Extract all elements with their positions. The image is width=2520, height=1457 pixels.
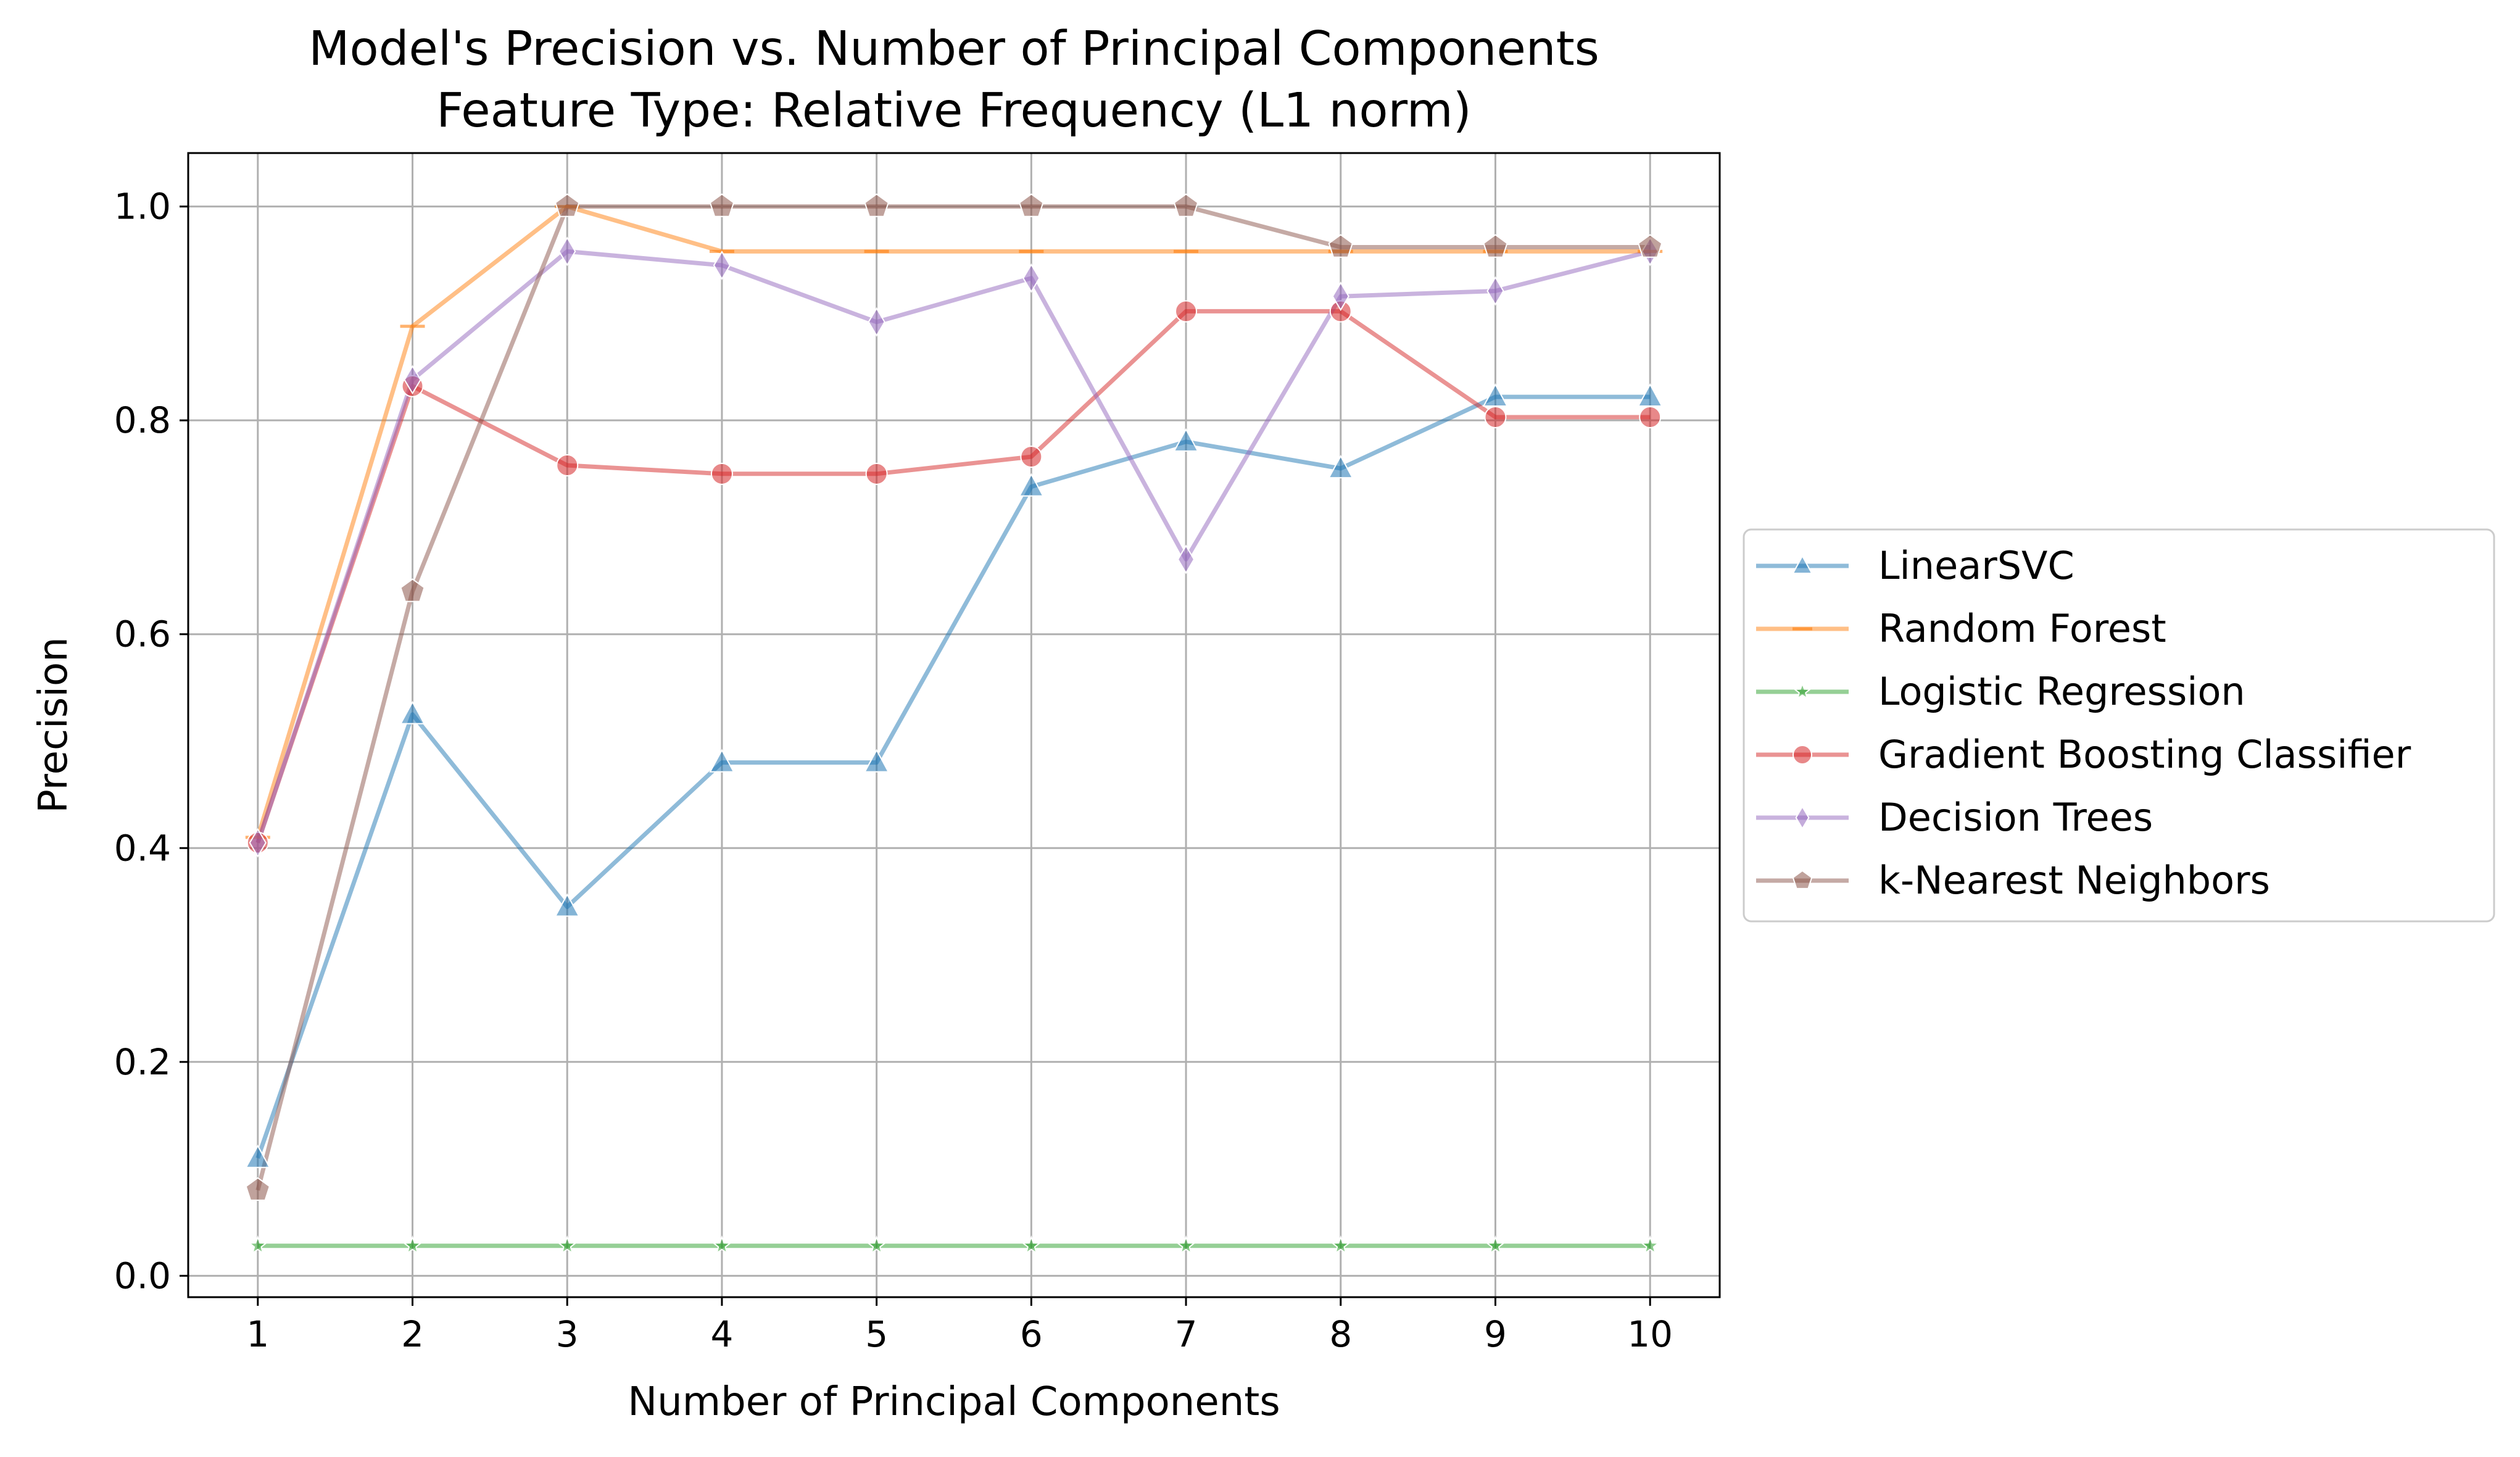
- y-axis-label: Precision: [31, 637, 77, 813]
- data-point-k-nearest-neighbors: [1638, 234, 1663, 258]
- data-point-decision-trees: [868, 307, 885, 337]
- chart-subtitle: Feature Type: Relative Frequency (L1 nor…: [436, 83, 1472, 138]
- legend-label-gradient-boosting-classifier: Gradient Boosting Classifier: [1878, 732, 2411, 777]
- data-point-decision-trees: [404, 365, 421, 395]
- data-point-k-nearest-neighbors: [245, 1177, 270, 1201]
- data-point-gradient-boosting-classifier: [865, 462, 888, 485]
- legend-marker-logistic-regression: [1793, 682, 1812, 700]
- data-point-decision-trees: [558, 236, 576, 267]
- data-point-logistic-regression: [866, 1235, 887, 1255]
- data-point-logistic-regression: [557, 1235, 578, 1255]
- data-point-k-nearest-neighbors: [1483, 234, 1508, 258]
- series-line-random-forest: [255, 204, 1651, 838]
- x-tick-label: 9: [1484, 1313, 1507, 1355]
- series-markers: [245, 193, 1663, 1255]
- x-tick-label: 2: [401, 1313, 424, 1355]
- legend-marker-k-nearest-neighbors: [1792, 870, 1813, 889]
- axis-ticks: 1 2 3 4 5 6 7 8 9 10 0.0 0.2 0.4 0.6 0.8 1.0: [114, 186, 1673, 1355]
- x-tick-label: 7: [1175, 1313, 1198, 1355]
- legend: LinearSVC Random Forest Logistic Regressio…: [1743, 528, 2495, 923]
- series-line-decision-trees: [255, 249, 1651, 844]
- data-point-gradient-boosting-classifier: [710, 462, 733, 485]
- data-point-decision-trees: [1022, 263, 1040, 293]
- y-tick-label: 0.6: [114, 613, 171, 655]
- series-line-k-nearest-neighbors: [255, 204, 1651, 1191]
- data-point-linearsvc: [709, 749, 735, 773]
- data-point-k-nearest-neighbors: [1019, 193, 1044, 217]
- data-point-gradient-boosting-classifier: [1175, 300, 1198, 323]
- series-lines: [255, 204, 1651, 1248]
- x-tick-label: 6: [1020, 1313, 1043, 1355]
- data-point-linearsvc: [399, 700, 426, 724]
- data-point-logistic-regression: [402, 1235, 423, 1255]
- data-point-logistic-regression: [1175, 1235, 1196, 1255]
- x-tick-label: 1: [246, 1313, 269, 1355]
- grid: [188, 153, 1720, 1297]
- data-point-decision-trees: [1177, 544, 1195, 575]
- data-point-logistic-regression: [1021, 1235, 1042, 1255]
- legend-marker-gradient-boosting-classifier: [1793, 745, 1812, 765]
- data-point-linearsvc: [1018, 473, 1045, 497]
- legend-marker-linearsvc: [1792, 554, 1813, 574]
- data-point-k-nearest-neighbors: [709, 193, 735, 217]
- data-point-decision-trees: [1332, 281, 1349, 312]
- data-point-decision-trees: [1486, 276, 1504, 306]
- data-point-k-nearest-neighbors: [555, 193, 580, 217]
- legend-items: LinearSVC Random Forest Logistic Regressio…: [1756, 543, 2411, 903]
- data-point-logistic-regression: [1640, 1235, 1660, 1255]
- x-tick-label: 10: [1627, 1313, 1673, 1355]
- y-tick-label: 0.8: [114, 399, 171, 441]
- legend-label-random-forest: Random Forest: [1878, 606, 2166, 651]
- legend-marker-decision-trees: [1795, 805, 1810, 830]
- x-tick-label: 4: [710, 1313, 733, 1355]
- series-line-linearsvc: [255, 394, 1651, 1159]
- series-line-gradient-boosting-classifier: [255, 309, 1651, 844]
- legend-label-logistic-regression: Logistic Regression: [1878, 669, 2245, 714]
- legend-label-k-nearest-neighbors: k-Nearest Neighbors: [1878, 858, 2270, 903]
- y-tick-label: 0.0: [114, 1255, 171, 1297]
- y-tick-label: 0.4: [114, 827, 171, 869]
- y-tick-label: 0.2: [114, 1041, 171, 1083]
- data-point-linearsvc: [1328, 455, 1354, 479]
- data-point-linearsvc: [554, 893, 580, 917]
- data-point-logistic-regression: [247, 1235, 268, 1255]
- data-point-linearsvc: [1173, 428, 1199, 452]
- data-point-k-nearest-neighbors: [864, 193, 889, 217]
- data-point-k-nearest-neighbors: [1328, 234, 1353, 258]
- data-point-decision-trees: [249, 828, 267, 858]
- data-point-k-nearest-neighbors: [400, 578, 425, 602]
- legend-frame: [1743, 528, 2495, 923]
- data-point-logistic-regression: [1330, 1235, 1351, 1255]
- data-point-linearsvc: [245, 1144, 271, 1168]
- data-point-gradient-boosting-classifier: [1484, 405, 1507, 428]
- x-tick-label: 3: [556, 1313, 579, 1355]
- x-tick-label: 5: [865, 1313, 888, 1355]
- data-point-decision-trees: [713, 250, 731, 280]
- data-point-linearsvc: [863, 749, 890, 773]
- x-axis-label: Number of Principal Components: [628, 1379, 1280, 1425]
- y-tick-label: 1.0: [114, 186, 171, 228]
- x-tick-label: 8: [1329, 1313, 1352, 1355]
- legend-label-decision-trees: Decision Trees: [1878, 795, 2153, 840]
- plot-area-frame: [187, 152, 1721, 1298]
- data-point-k-nearest-neighbors: [1173, 193, 1199, 217]
- data-point-logistic-regression: [711, 1235, 732, 1255]
- chart-title: Model's Precision vs. Number of Principa…: [309, 22, 1599, 77]
- data-point-gradient-boosting-classifier: [556, 454, 579, 476]
- legend-label-linearsvc: LinearSVC: [1878, 543, 2074, 588]
- data-point-gradient-boosting-classifier: [1639, 405, 1662, 428]
- data-point-logistic-regression: [1485, 1235, 1506, 1255]
- data-point-gradient-boosting-classifier: [1020, 446, 1043, 468]
